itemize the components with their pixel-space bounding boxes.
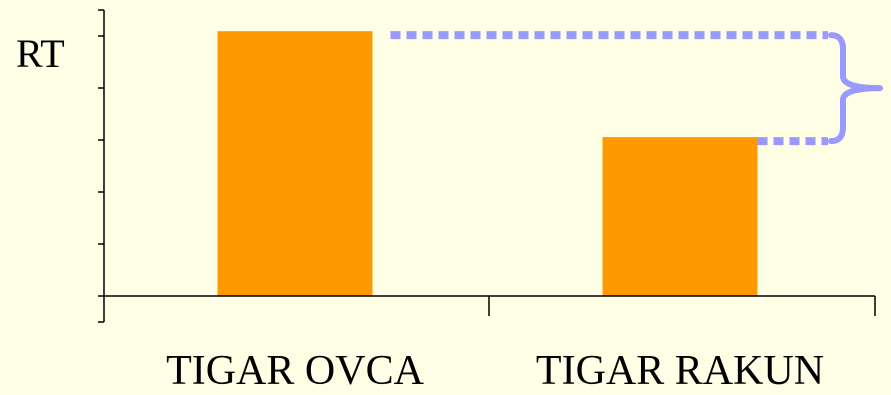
category-label-tigar-rakun: TIGAR RAKUN: [535, 348, 825, 394]
difference-brace: [828, 32, 883, 145]
category-label-tigar-ovca: TIGAR OVCA: [166, 348, 424, 394]
y-axis-label: RT: [16, 31, 65, 76]
bar-1: [602, 137, 758, 296]
bar-0: [217, 31, 373, 297]
